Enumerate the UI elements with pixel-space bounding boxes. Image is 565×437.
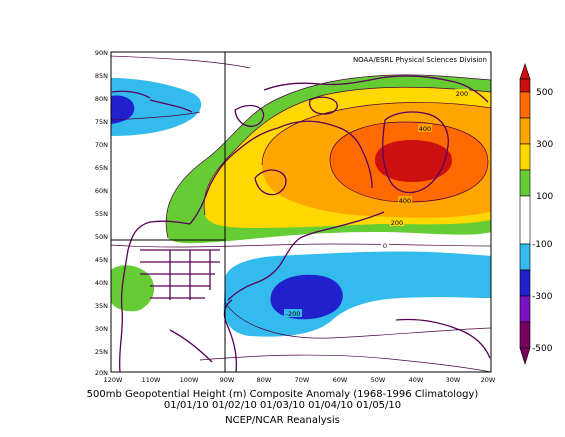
- svg-text:90W: 90W: [220, 376, 235, 384]
- contour-value-labels: 200 400 400 200 0 -200: [284, 89, 469, 318]
- colorbar-bin: [519, 195, 531, 245]
- colorbar-bin: [519, 143, 531, 171]
- svg-text:25N: 25N: [95, 348, 108, 356]
- attribution-text: NOAA/ESRL Physical Sciences Division: [353, 56, 487, 64]
- contour-label: 400: [419, 125, 431, 133]
- svg-text:30W: 30W: [446, 376, 461, 384]
- svg-text:65N: 65N: [95, 164, 108, 172]
- colorbar-top-arrow: [519, 63, 531, 80]
- svg-text:500: 500: [536, 88, 553, 98]
- svg-text:20W: 20W: [481, 376, 496, 384]
- svg-text:50W: 50W: [371, 376, 386, 384]
- svg-text:30N: 30N: [95, 325, 108, 333]
- colorbar-bin: [519, 78, 531, 93]
- svg-text:80W: 80W: [257, 376, 272, 384]
- svg-text:60W: 60W: [333, 376, 348, 384]
- svg-text:100: 100: [536, 192, 553, 202]
- svg-text:75N: 75N: [95, 118, 108, 126]
- svg-text:100W: 100W: [180, 376, 199, 384]
- contour-label: -200: [286, 310, 301, 318]
- svg-text:110W: 110W: [142, 376, 161, 384]
- svg-text:55N: 55N: [95, 210, 108, 218]
- svg-text:-500: -500: [532, 344, 553, 354]
- svg-text:40N: 40N: [95, 279, 108, 287]
- svg-text:50N: 50N: [95, 233, 108, 241]
- anomaly-region-minus200-north: [111, 95, 135, 124]
- colorbar-bin: [519, 321, 531, 349]
- svg-text:-300: -300: [532, 292, 553, 302]
- svg-text:300: 300: [536, 140, 553, 150]
- svg-text:60N: 60N: [95, 187, 108, 195]
- contour-label: 200: [391, 219, 403, 227]
- contour-label: 0: [383, 242, 387, 250]
- anomaly-region-minus200-south: [270, 274, 343, 320]
- contour-lines: [111, 55, 491, 372]
- colorbar-bin: [519, 91, 531, 119]
- svg-text:35N: 35N: [95, 302, 108, 310]
- svg-text:85N: 85N: [95, 72, 108, 80]
- caption-line-3: NCEP/NCAR Reanalysis: [225, 415, 340, 426]
- svg-text:20N: 20N: [95, 369, 108, 377]
- svg-text:-100: -100: [532, 240, 553, 250]
- colorbar-bin: [519, 243, 531, 271]
- caption-line-1: 500mb Geopotential Height (m) Composite …: [86, 389, 479, 400]
- colorbar: [519, 63, 531, 366]
- land-outlines: [111, 75, 491, 372]
- colorbar-bin: [519, 117, 531, 145]
- colorbar-bin: [519, 269, 531, 297]
- svg-text:80N: 80N: [95, 95, 108, 103]
- svg-text:70N: 70N: [95, 141, 108, 149]
- longitude-labels: 120W 110W 100W 90W 80W 70W 60W 50W 40W 3…: [104, 376, 496, 384]
- colorbar-bin: [519, 169, 531, 197]
- colorbar-bin: [519, 295, 531, 323]
- svg-text:45N: 45N: [95, 256, 108, 264]
- latitude-labels: 90N 85N 80N 75N 70N 65N 60N 55N 50N 45N …: [95, 49, 108, 377]
- plot-frame: [110, 51, 492, 373]
- contour-label: 200: [456, 90, 468, 98]
- svg-text:90N: 90N: [95, 49, 108, 57]
- svg-text:120W: 120W: [104, 376, 123, 384]
- svg-text:70W: 70W: [295, 376, 310, 384]
- colorbar-bottom-arrow: [519, 347, 531, 366]
- caption-line-2: 01/01/10 01/02/10 01/03/10 01/04/10 01/0…: [163, 400, 402, 411]
- colorbar-labels: 500 300 100 -100 -300 -500: [532, 88, 553, 354]
- svg-text:40W: 40W: [409, 376, 424, 384]
- contour-label: 400: [399, 197, 411, 205]
- anomaly-region-plus500: [375, 140, 452, 182]
